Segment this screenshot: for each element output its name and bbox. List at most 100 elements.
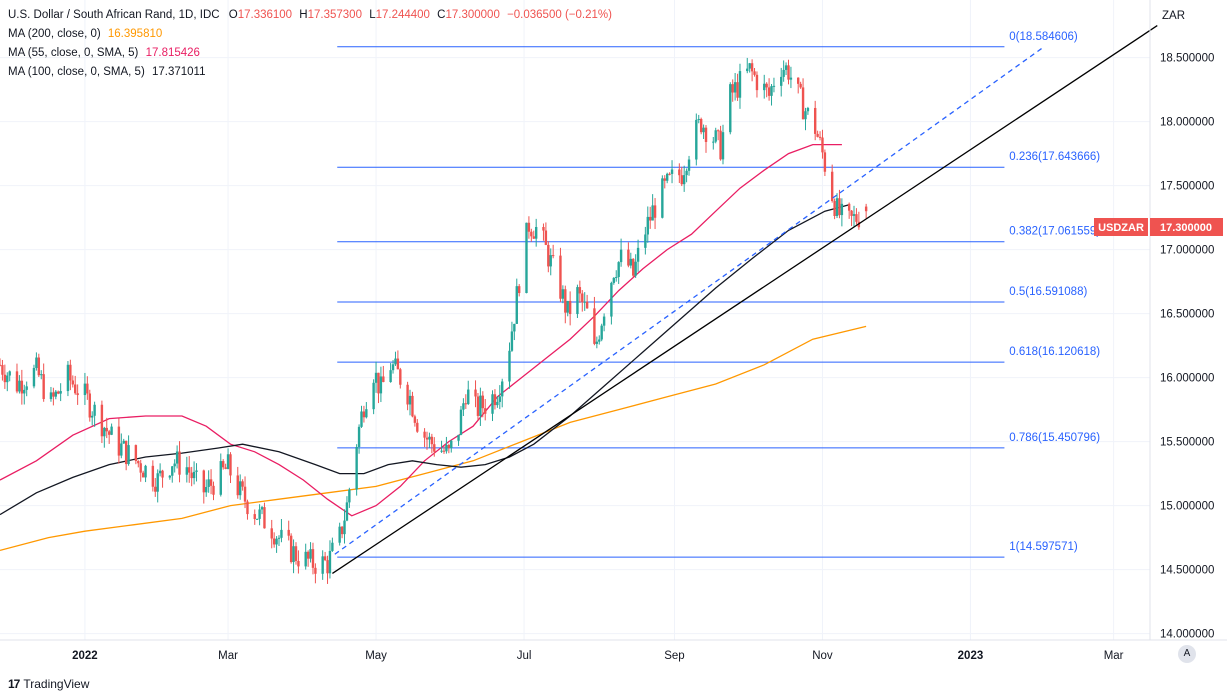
candle-body [280, 529, 283, 538]
candle-body [619, 249, 623, 263]
candle-body [173, 463, 176, 467]
candle-body [668, 173, 671, 175]
candle-body [154, 486, 157, 492]
candle-body [833, 200, 836, 217]
candle-body [600, 325, 603, 340]
time-tick-label: Nov [812, 650, 833, 662]
candle-body [670, 169, 674, 174]
candle-body [49, 392, 53, 400]
candle-body [345, 502, 349, 521]
candle-body [508, 350, 511, 382]
candle-body [855, 214, 858, 222]
candle-body [168, 475, 172, 478]
candle-body [755, 74, 759, 91]
candle-body [632, 258, 635, 276]
axes: ZAR 14.000000 14.500000 15.000000 15.500000… [0, 0, 1227, 662]
candle-body [195, 470, 198, 472]
fibonacci-retracement[interactable]: 0(18.584606) 0.236(17.643666) 0.382(17.061… [337, 31, 1100, 558]
candle-body [746, 68, 749, 72]
candle-body [425, 437, 429, 440]
candle-body [780, 76, 783, 86]
tradingview-brand[interactable]: 17 TradingView [8, 677, 89, 691]
candle-body [331, 542, 334, 551]
candle-body [585, 301, 589, 309]
candle-body [576, 287, 579, 315]
candle-body [496, 401, 499, 406]
candle-body [212, 485, 215, 495]
candle-body [636, 247, 640, 262]
candle-body [306, 551, 310, 559]
fib-level-label: 1(14.597571) [1009, 541, 1078, 553]
candle-body [644, 234, 647, 248]
candle-body [416, 422, 419, 432]
candle-body [532, 236, 535, 239]
fib-level-label: 0.5(16.591088) [1009, 286, 1087, 298]
candle-body [566, 300, 569, 313]
candle-body [428, 436, 431, 440]
ma200-label: MA (200, close, 0) [8, 28, 101, 40]
candle-body [716, 130, 720, 132]
candle-body [0, 364, 2, 366]
candle-body [767, 87, 771, 96]
candle-body [646, 216, 649, 235]
candle-body [830, 171, 834, 201]
candle-body [797, 77, 800, 84]
candle-body [57, 391, 60, 394]
candle-body [297, 560, 300, 567]
ma200-value: 16.395810 [107, 28, 163, 40]
last-price-tag: USDZAR 17.300000 [1094, 218, 1223, 236]
candle-body [289, 535, 293, 563]
candle-body [35, 357, 38, 368]
price-tick-label: 16.500000 [1160, 309, 1214, 321]
candle-body [275, 538, 278, 545]
currency-label: ZAR [1162, 10, 1185, 22]
trend-lines[interactable] [332, 25, 1158, 574]
candle-body [103, 427, 106, 437]
candle-body [840, 203, 844, 216]
candle-body [527, 222, 531, 232]
fib-level-label: 0(18.584606) [1009, 31, 1078, 43]
candle-body [442, 450, 446, 452]
candle-body [498, 396, 501, 402]
candle-body [595, 341, 599, 344]
symbol-tag-bg [1094, 218, 1148, 236]
grid-lines [0, 0, 1150, 640]
high-value: 17.357300 [307, 9, 362, 21]
candle-body [127, 445, 130, 465]
auto-scale-button[interactable]: A [1178, 645, 1196, 663]
candle-body [750, 63, 754, 72]
time-tick-label: 2023 [958, 650, 984, 662]
candle-body [510, 331, 514, 351]
candle-body [229, 454, 232, 476]
candle-body [804, 111, 807, 120]
candle-body [134, 445, 138, 461]
candle-body [340, 526, 344, 535]
candle-body [277, 537, 281, 539]
candle-body [816, 133, 819, 137]
candle-body [15, 371, 19, 392]
candle-body [765, 83, 768, 88]
candle-body [391, 364, 395, 371]
candle-body [731, 84, 734, 93]
candle-body [547, 244, 550, 267]
candle-body [399, 369, 402, 385]
candle-body [665, 173, 669, 181]
candle-body [818, 136, 822, 138]
candle-body [178, 451, 181, 475]
price-tick-label: 15.500000 [1160, 437, 1214, 449]
candle-body [396, 358, 400, 370]
candle-body [311, 549, 315, 568]
candle-body [355, 446, 358, 490]
candle-body [559, 255, 562, 299]
candle-body [122, 440, 125, 444]
candle-body [246, 501, 249, 515]
candle-body [32, 367, 36, 387]
price-tick-label: 16.000000 [1160, 373, 1214, 385]
candle-body [440, 450, 443, 452]
candle-body [474, 389, 477, 397]
candle-body [161, 470, 164, 478]
candle-body [430, 436, 434, 445]
candle-body [651, 205, 654, 221]
candle-body [823, 152, 827, 172]
